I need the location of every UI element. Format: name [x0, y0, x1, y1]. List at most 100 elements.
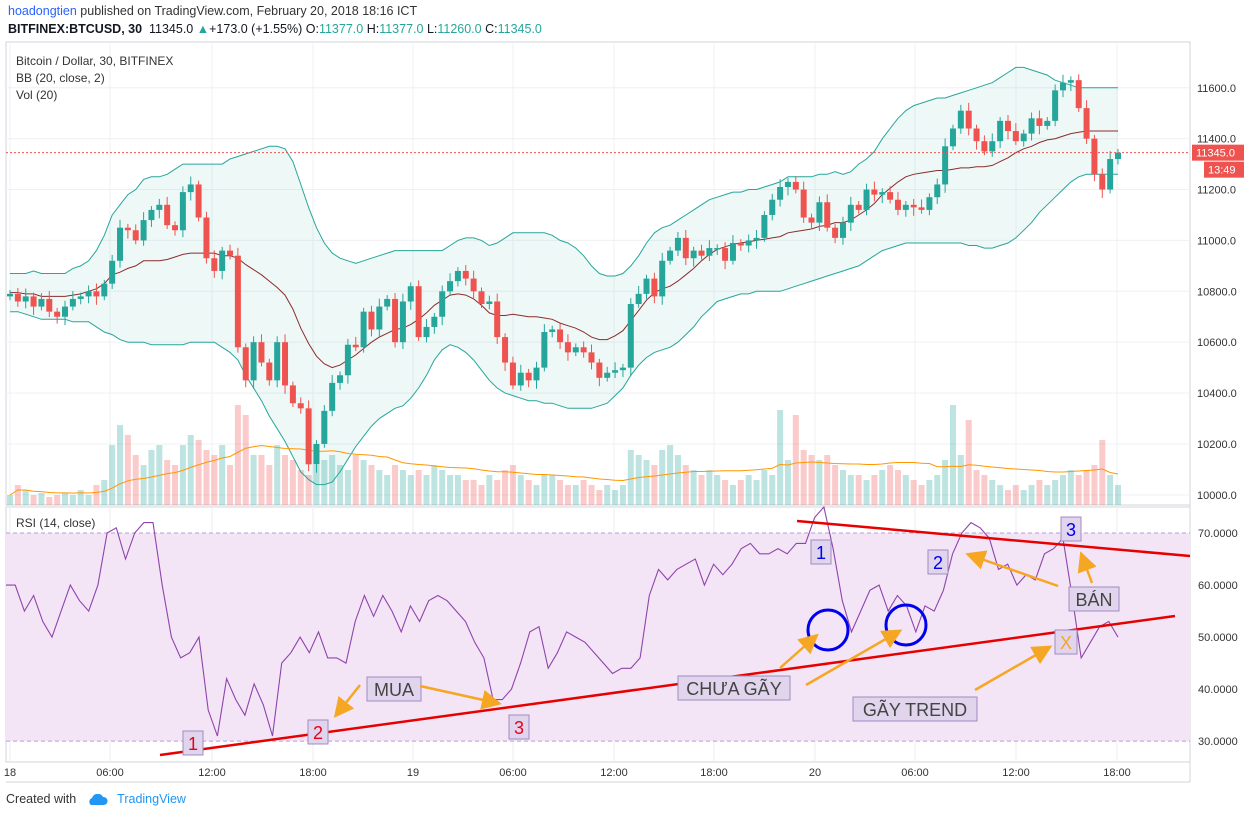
- candle-body[interactable]: [85, 291, 92, 297]
- candle-body[interactable]: [855, 204, 862, 210]
- candle-body[interactable]: [14, 293, 21, 302]
- candle-body[interactable]: [486, 301, 493, 305]
- candle-body[interactable]: [431, 316, 438, 327]
- candle-body[interactable]: [698, 250, 705, 256]
- candle-body[interactable]: [124, 227, 131, 231]
- candle-body[interactable]: [164, 204, 171, 226]
- candle-body[interactable]: [46, 298, 53, 312]
- candle-body[interactable]: [258, 342, 265, 363]
- candle-body[interactable]: [918, 207, 925, 210]
- candle-body[interactable]: [509, 362, 516, 386]
- candle-body[interactable]: [769, 199, 776, 215]
- candle-body[interactable]: [22, 296, 29, 302]
- candle-body[interactable]: [761, 214, 768, 238]
- candle-body[interactable]: [93, 291, 100, 297]
- candle-body[interactable]: [1067, 80, 1074, 83]
- volume-legend[interactable]: Vol (20): [16, 88, 58, 102]
- candle-body[interactable]: [777, 187, 784, 200]
- candle-body[interactable]: [242, 347, 249, 381]
- candle-body[interactable]: [588, 352, 595, 363]
- candle-body[interactable]: [502, 337, 509, 363]
- candle-body[interactable]: [77, 296, 84, 299]
- candle-body[interactable]: [997, 120, 1004, 142]
- publisher-link[interactable]: hoadongtien: [8, 4, 77, 18]
- candle-body[interactable]: [7, 293, 13, 297]
- candle-body[interactable]: [949, 128, 956, 147]
- candle-body[interactable]: [792, 181, 799, 190]
- candle-body[interactable]: [117, 227, 124, 261]
- candle-body[interactable]: [140, 220, 147, 241]
- candle-body[interactable]: [415, 286, 422, 338]
- candle-body[interactable]: [533, 367, 540, 381]
- candle-body[interactable]: [714, 248, 721, 250]
- candle-body[interactable]: [399, 301, 406, 343]
- candle-body[interactable]: [824, 202, 831, 228]
- candle-body[interactable]: [250, 342, 257, 381]
- candle-body[interactable]: [863, 189, 870, 210]
- candle-body[interactable]: [478, 291, 485, 305]
- candle-body[interactable]: [392, 298, 399, 343]
- candle-body[interactable]: [1020, 133, 1027, 142]
- rsi-legend[interactable]: RSI (14, close): [16, 516, 96, 530]
- candle-body[interactable]: [38, 298, 45, 307]
- candle-body[interactable]: [101, 283, 108, 297]
- candle-body[interactable]: [745, 240, 752, 246]
- candle-body[interactable]: [525, 372, 532, 381]
- candle-body[interactable]: [541, 332, 548, 368]
- candle-body[interactable]: [1059, 82, 1066, 91]
- candle-body[interactable]: [580, 347, 587, 353]
- candle-body[interactable]: [682, 237, 689, 259]
- candle-body[interactable]: [203, 217, 210, 259]
- candle-body[interactable]: [447, 281, 454, 292]
- candle-body[interactable]: [816, 202, 823, 223]
- candle-body[interactable]: [274, 342, 281, 381]
- candle-body[interactable]: [360, 311, 367, 348]
- candle-body[interactable]: [871, 189, 878, 195]
- candle-body[interactable]: [1075, 80, 1082, 109]
- candle-body[interactable]: [667, 250, 674, 261]
- candle-body[interactable]: [847, 204, 854, 223]
- candle-body[interactable]: [30, 296, 37, 307]
- candle-body[interactable]: [557, 329, 564, 343]
- candle-body[interactable]: [282, 342, 289, 386]
- candle-body[interactable]: [195, 184, 202, 218]
- candle-body[interactable]: [706, 248, 713, 256]
- candle-body[interactable]: [604, 372, 611, 378]
- candle-body[interactable]: [989, 141, 996, 152]
- candle-body[interactable]: [737, 242, 744, 246]
- candle-body[interactable]: [808, 217, 815, 223]
- candle-body[interactable]: [289, 385, 296, 404]
- candle-body[interactable]: [942, 146, 949, 185]
- candle-body[interactable]: [329, 382, 336, 411]
- candle-body[interactable]: [54, 311, 61, 317]
- candle-body[interactable]: [1052, 90, 1059, 121]
- candle-body[interactable]: [227, 250, 234, 256]
- candle-body[interactable]: [470, 278, 477, 292]
- candle-body[interactable]: [266, 362, 273, 381]
- candle-body[interactable]: [297, 403, 304, 409]
- candle-body[interactable]: [753, 237, 760, 241]
- candle-body[interactable]: [902, 204, 909, 210]
- candle-body[interactable]: [1004, 120, 1011, 132]
- candle-body[interactable]: [1028, 118, 1035, 134]
- tradingview-link[interactable]: TradingView: [117, 792, 186, 806]
- candle-body[interactable]: [973, 128, 980, 142]
- candle-body[interactable]: [219, 250, 226, 271]
- candle-body[interactable]: [722, 248, 729, 261]
- candle-body[interactable]: [1107, 159, 1114, 190]
- candle-body[interactable]: [926, 197, 933, 210]
- candle-body[interactable]: [69, 298, 76, 307]
- candle-body[interactable]: [612, 370, 619, 373]
- candle-body[interactable]: [619, 367, 626, 371]
- candle-body[interactable]: [784, 181, 791, 188]
- candle-body[interactable]: [352, 344, 359, 348]
- candle-body[interactable]: [674, 237, 681, 251]
- candle-body[interactable]: [894, 199, 901, 210]
- bb-legend[interactable]: BB (20, close, 2): [16, 71, 105, 85]
- candle-body[interactable]: [1091, 138, 1098, 175]
- candle-body[interactable]: [156, 204, 163, 210]
- candle-body[interactable]: [1012, 131, 1019, 142]
- candle-body[interactable]: [344, 344, 351, 376]
- candle-body[interactable]: [305, 408, 312, 465]
